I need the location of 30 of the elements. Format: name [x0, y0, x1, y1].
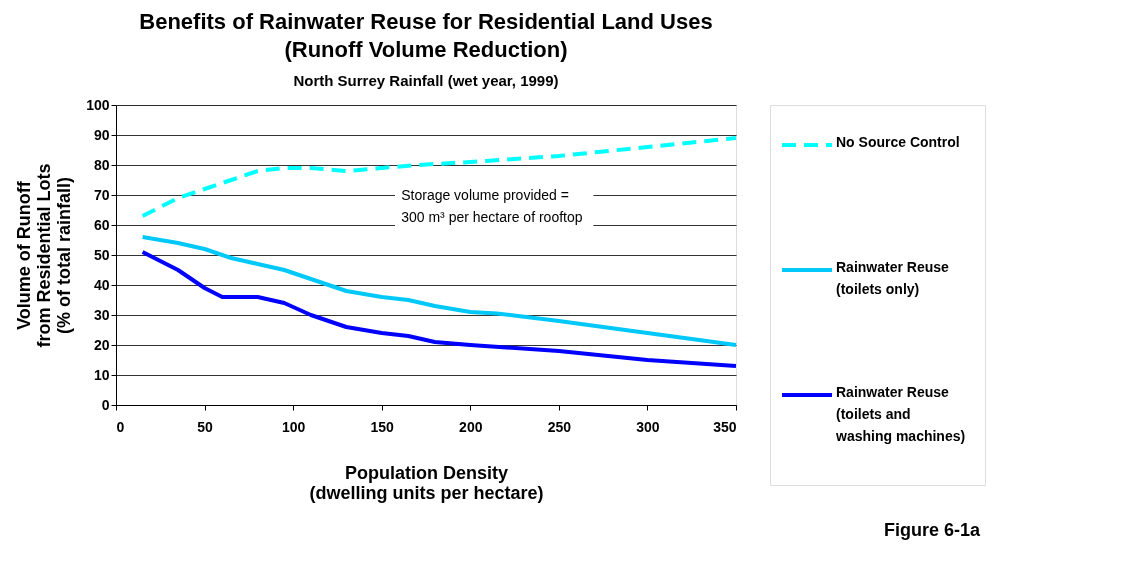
y-tick-label: 30: [93, 306, 110, 323]
x-axis-title: Population Density (dwelling units per hectare): [309, 462, 544, 503]
y-axis-title: Volume of Runoff from Residential Lots (% of total rainfall): [14, 163, 75, 348]
y-tick-label: 70: [93, 186, 110, 203]
y-tick-label: 50: [93, 246, 110, 263]
legend-label: No Source Control: [836, 134, 960, 150]
y-tick-label: 20: [93, 336, 110, 353]
annotation: Storage volume provided = 300 m³ per hectare of rooftop: [401, 187, 583, 225]
y-tick-label: 80: [93, 156, 110, 173]
chart-subtitle: North Surrey Rainfall (wet year, 1999): [293, 72, 559, 89]
x-tick-label: 150: [370, 418, 395, 435]
y-tick-label: 60: [93, 216, 110, 233]
chart-title: Benefits of Rainwater Reuse for Residential Land Uses (Runoff Volume Reduction): [139, 9, 713, 62]
line-series: [140, 235, 738, 347]
y-tick-label: 100: [86, 96, 110, 113]
x-tick-label: 200: [459, 418, 483, 435]
x-tick-label: 50: [197, 418, 214, 435]
legend-label: Rainwater Reuse (toilets and washing machines): [835, 384, 966, 444]
y-tick-label: 0: [101, 396, 110, 413]
y-tick-label: 40: [93, 276, 110, 293]
x-tick-label: 100: [281, 418, 306, 435]
x-tick-label: 0: [116, 418, 125, 435]
y-tick-label: 10: [93, 366, 110, 383]
y-tick-label: 90: [93, 126, 110, 143]
legend-label: Rainwater Reuse (toilets only): [836, 259, 950, 297]
line-series: [140, 250, 738, 368]
x-tick-label: 250: [547, 418, 572, 435]
x-tick-label: 300: [636, 418, 660, 435]
caption: Figure 6-1a: [883, 520, 981, 540]
x-tick-label: 350: [713, 418, 737, 435]
